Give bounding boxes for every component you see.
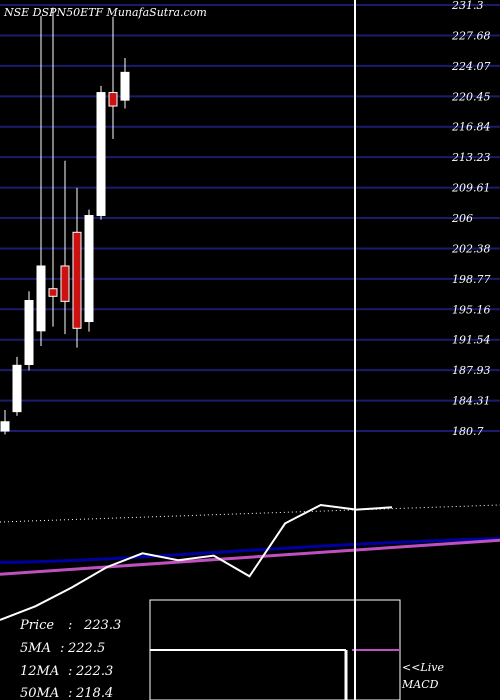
candle (12, 356, 22, 416)
candle-body-down (48, 288, 58, 297)
candle (36, 15, 46, 346)
candle (48, 7, 58, 327)
indicator-panel (0, 503, 500, 621)
y-tick-label: 198.77 (452, 273, 491, 286)
candle (108, 16, 118, 139)
y-axis-tick-labels: 231.3 227.68 224.07 220.45 216.84 213.23 209.6… (451, 0, 491, 438)
chart-title: NSE DSPN50ETF MunafaSutra.com (3, 6, 207, 19)
candle (60, 160, 70, 335)
candle-body-up (12, 364, 22, 413)
stats-block: Price : 223.3 5MA : 222.5 12MA : 222.3 5… (19, 618, 121, 700)
candlestick-series (0, 7, 130, 435)
ma5-stat-sep: : (60, 641, 64, 656)
ma50-stat-value: 218.4 (75, 686, 113, 700)
macd-label: MACD (401, 678, 439, 691)
candle (0, 409, 10, 435)
long-ma-line (0, 538, 500, 576)
momentum-line (0, 503, 393, 621)
grid-lines (0, 4, 500, 432)
ma5-stat-label: 5MA (20, 641, 51, 656)
y-tick-label: 220.45 (451, 90, 491, 103)
candle-body-down (60, 265, 70, 302)
candle (24, 291, 34, 371)
candle (120, 58, 130, 109)
price-stat-sep: : (68, 618, 72, 633)
candle-body-up (24, 300, 34, 365)
candle-body-down (72, 231, 82, 329)
ma12-stat-value: 222.3 (75, 664, 113, 679)
y-tick-label: 224.07 (451, 60, 491, 73)
y-tick-label: 195.16 (452, 303, 491, 316)
price-stat-value: 223.3 (83, 618, 121, 633)
candle-body-up (96, 92, 106, 216)
candle-body-up (84, 214, 94, 323)
y-tick-label: 191.54 (452, 334, 491, 347)
ma50-stat-label: 50MA (20, 686, 59, 700)
y-tick-label: 209.61 (451, 182, 491, 195)
y-tick-label: 227.68 (451, 29, 491, 42)
ma-dotted-line (0, 504, 500, 523)
candle-body-up (36, 265, 46, 332)
ma12-stat-sep: : (68, 664, 72, 679)
candle (72, 187, 82, 348)
y-tick-label: 184.31 (452, 395, 491, 408)
candle-body-down (108, 92, 118, 107)
y-tick-label: 202.38 (451, 242, 491, 255)
y-tick-label: 231.3 (451, 0, 484, 12)
y-tick-label: 187.93 (452, 364, 491, 377)
macd-panel: <<Live MACD (149, 599, 444, 700)
ma12-stat-label: 12MA (20, 664, 59, 679)
y-tick-label: 180.7 (452, 425, 484, 438)
price-stat-label: Price (19, 618, 54, 633)
ma5-stat-value: 222.5 (67, 641, 105, 656)
candle (84, 209, 94, 332)
y-tick-label: 213.23 (451, 151, 491, 164)
candle-body-up (120, 71, 130, 101)
ma50-stat-sep: : (68, 686, 72, 700)
candle (96, 85, 106, 220)
y-tick-label: 216.84 (451, 121, 491, 134)
ma-line (0, 536, 500, 564)
live-label: <<Live (402, 661, 444, 674)
y-tick-label: 206 (451, 212, 473, 225)
candle-body-up (0, 421, 10, 432)
